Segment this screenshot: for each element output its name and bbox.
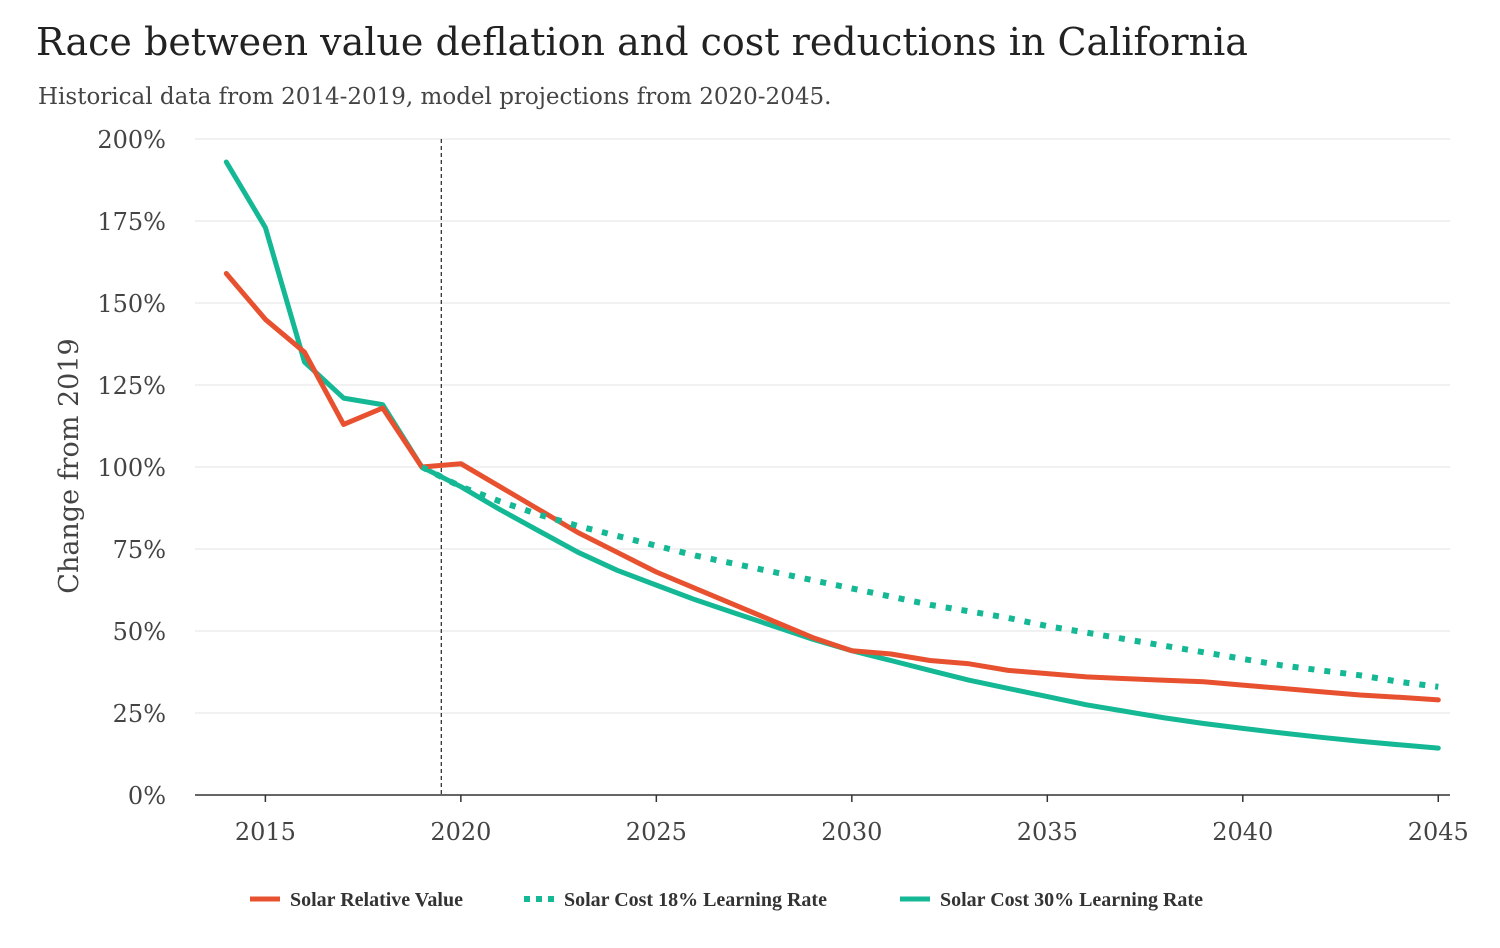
- x-tick-label: 2030: [821, 818, 882, 846]
- x-axis-ticks: 2015 2020 2025 2030 2035 2040 2045: [235, 795, 1469, 846]
- series-line-3: [223, 159, 1441, 751]
- y-tick-label: 0%: [128, 782, 166, 810]
- y-tick-label: 175%: [97, 208, 166, 236]
- legend-label: Solar Cost 18% Learning Rate: [564, 889, 827, 911]
- legend: Solar Relative Value Solar Cost 18% Learn…: [250, 889, 1203, 911]
- x-tick-label: 2025: [626, 818, 687, 846]
- y-axis-label: Change from 2019: [54, 338, 85, 593]
- y-tick-label: 75%: [113, 536, 166, 564]
- x-tick-label: 2045: [1408, 818, 1469, 846]
- y-tick-label: 125%: [97, 372, 166, 400]
- legend-label: Solar Relative Value: [290, 889, 463, 911]
- y-tick-label: 100%: [97, 454, 166, 482]
- x-tick-label: 2015: [235, 818, 296, 846]
- y-tick-label: 25%: [113, 700, 166, 728]
- series-line-2: [420, 464, 1439, 690]
- y-tick-label: 150%: [97, 290, 166, 318]
- x-tick-label: 2020: [430, 818, 491, 846]
- chart-subtitle: Historical data from 2014-2019, model pr…: [38, 84, 832, 110]
- series-lines: [223, 159, 1441, 751]
- y-tick-label: 200%: [97, 126, 166, 154]
- y-axis-ticks: 0% 25% 50% 75% 100% 125% 150% 175% 200%: [97, 126, 166, 810]
- chart-title: Race between value deflation and cost re…: [36, 20, 1248, 64]
- legend-label: Solar Cost 30% Learning Rate: [940, 889, 1203, 911]
- grid-lines: [195, 138, 1450, 714]
- y-tick-label: 50%: [113, 618, 166, 646]
- series-line-1: [223, 271, 1441, 703]
- x-tick-label: 2035: [1017, 818, 1078, 846]
- x-tick-label: 2040: [1212, 818, 1273, 846]
